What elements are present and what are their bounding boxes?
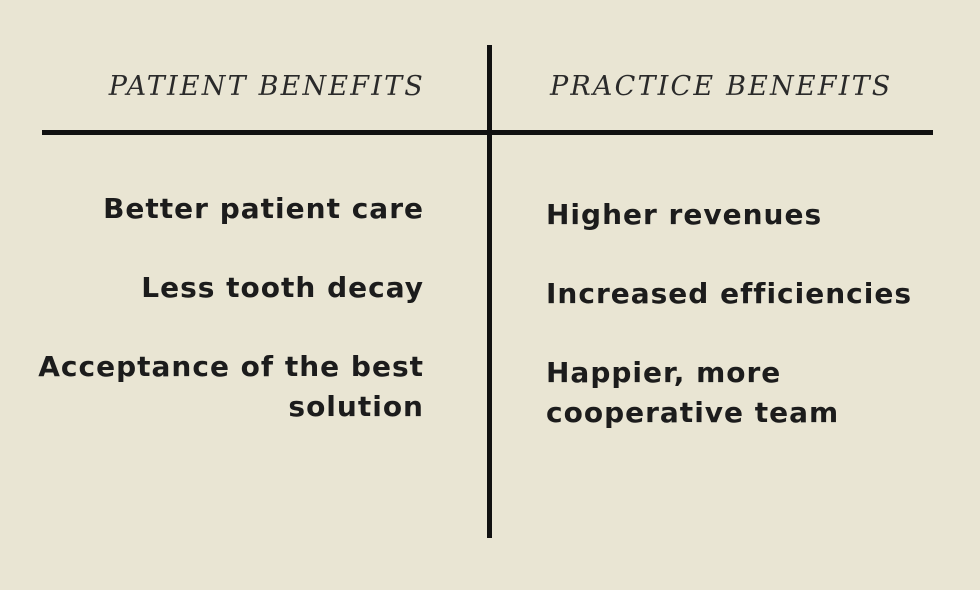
patient-benefit-item: Acceptance of the best solution [38,350,424,423]
header-divider [42,130,933,135]
practice-benefits-heading: PRACTICE BENEFITS [550,71,893,102]
practice-benefit-item: Happier, more cooperative team [546,356,840,429]
patient-benefit-item: Less tooth decay [141,271,424,304]
column-divider [487,45,492,538]
patient-benefit-item: Better patient care [103,192,424,225]
practice-benefit-item: Increased efficiencies [546,277,913,310]
practice-benefit-item: Higher revenues [546,198,823,231]
practice-benefits-list: Higher revenues Increased efficiencies H… [546,195,946,472]
patient-benefits-list: Better patient care Less tooth decay Acc… [24,189,424,466]
patient-benefits-heading: PATIENT BENEFITS [108,71,425,102]
